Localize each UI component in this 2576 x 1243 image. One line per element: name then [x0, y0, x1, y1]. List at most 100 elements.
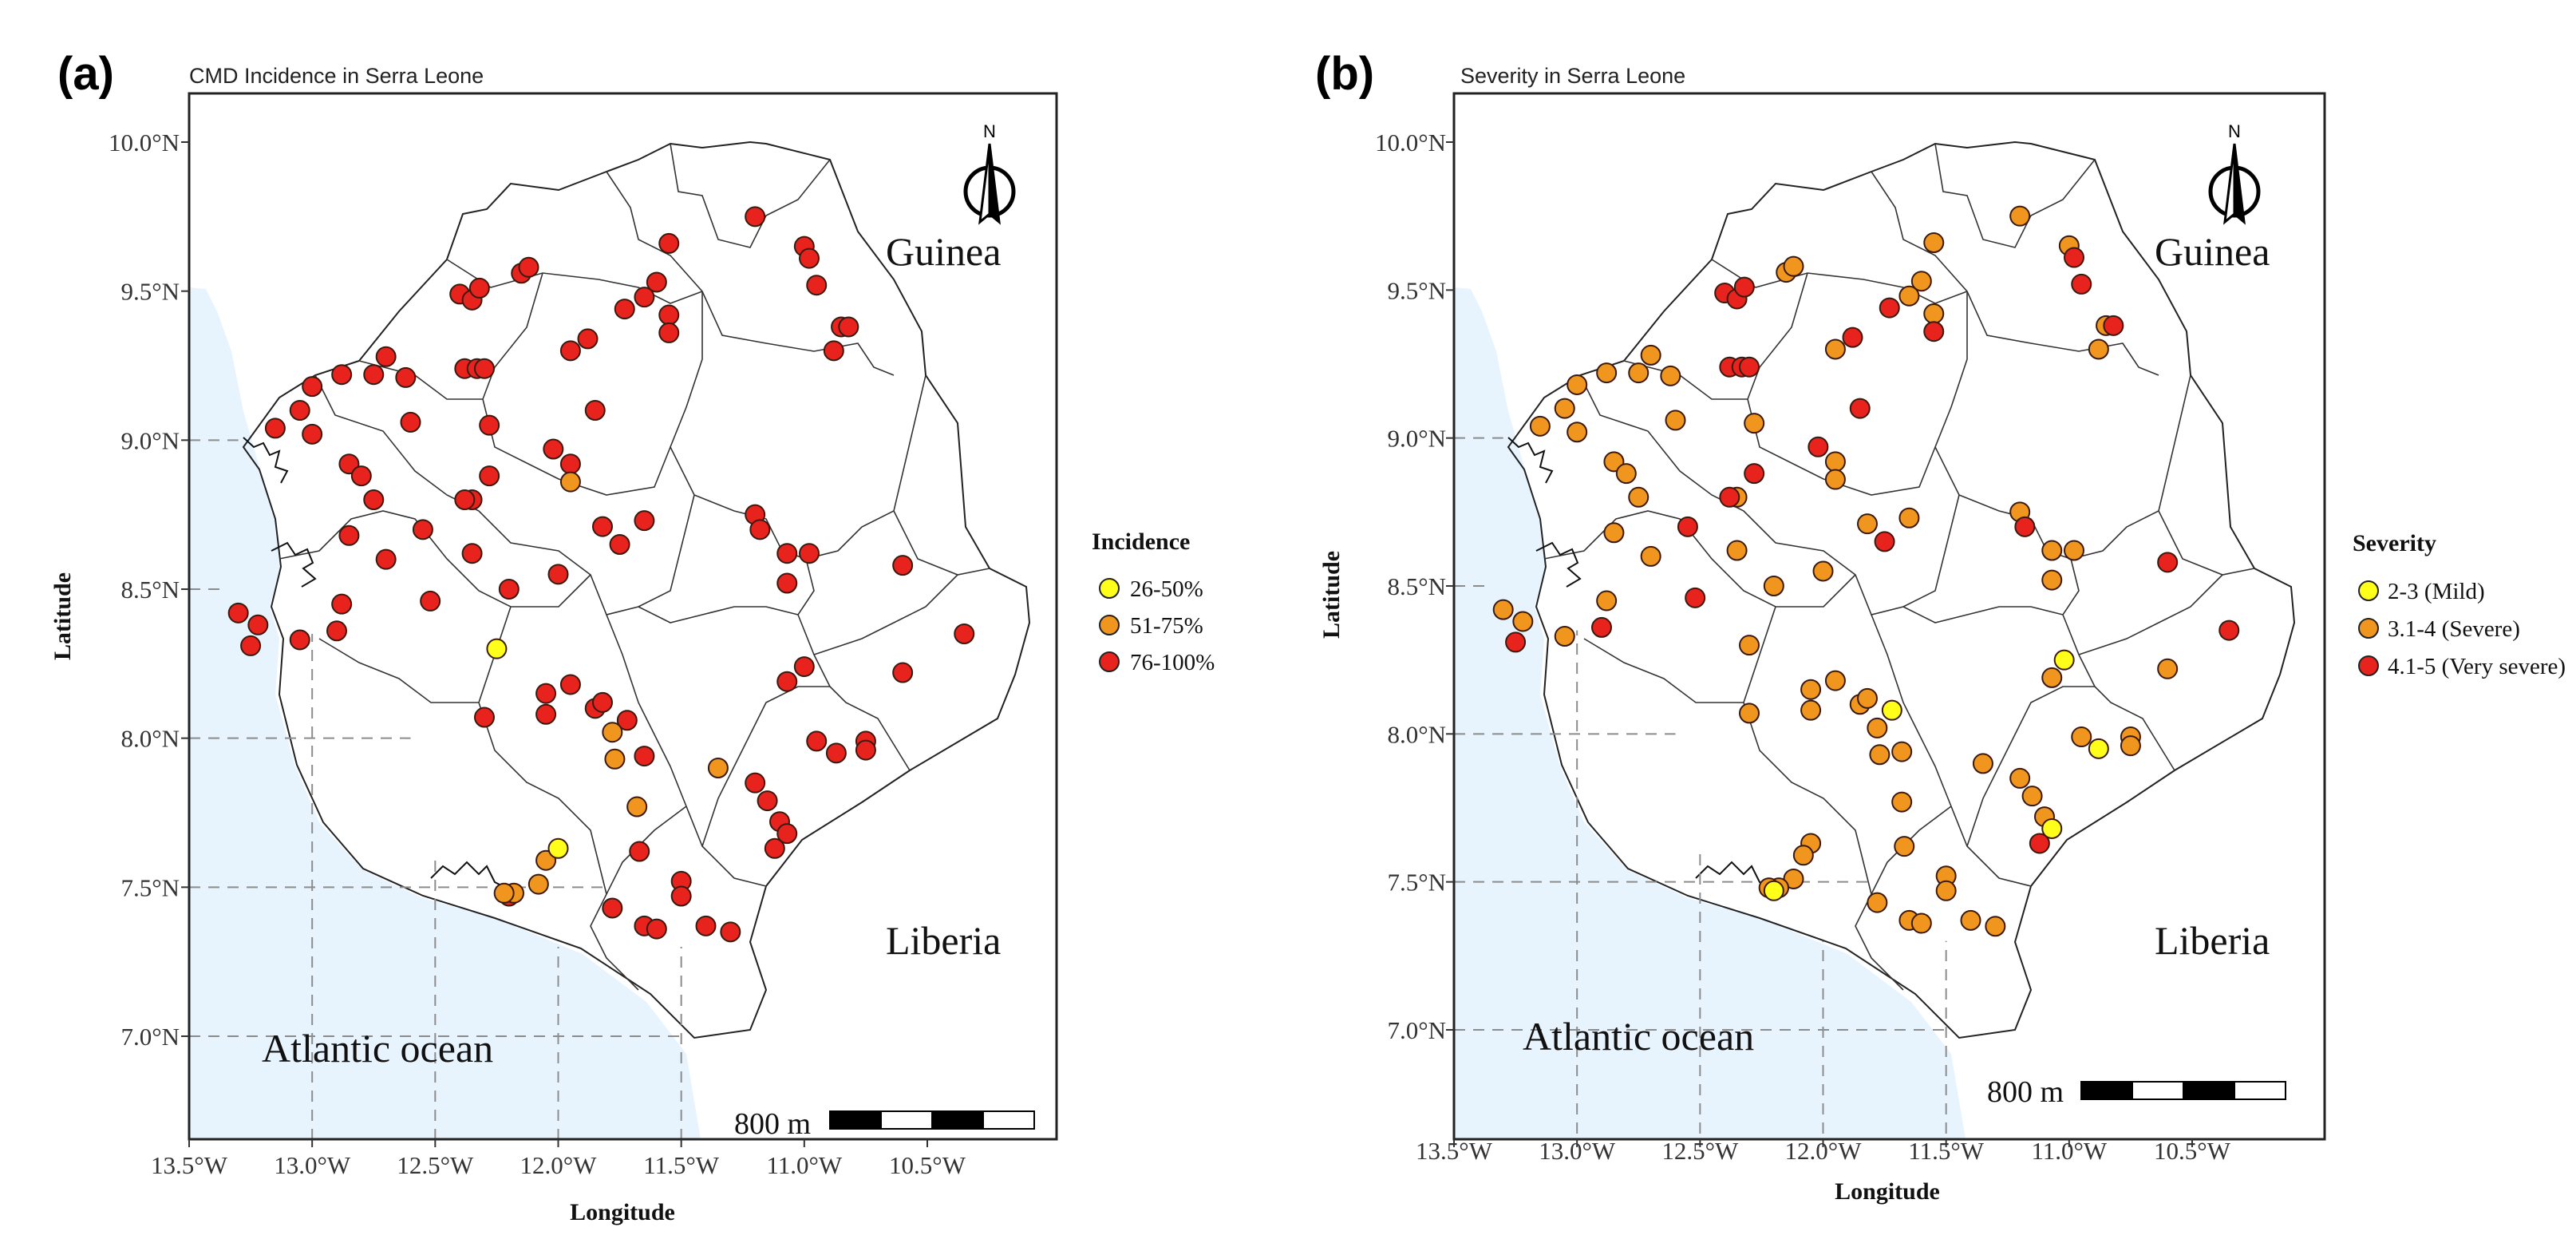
y-tick-label: 7.5°N [1387, 869, 1446, 897]
survey-point [1935, 880, 1957, 901]
survey-point [1812, 560, 1834, 582]
survey-point [1733, 276, 1755, 298]
survey-point [331, 364, 353, 386]
panel-a-map-area: Guinea Liberia Atlantic ocean [189, 93, 1057, 1139]
survey-point [547, 564, 569, 585]
x-tick-label: 11.5°W [643, 1151, 719, 1179]
x-tick-label: 12.0°W [1785, 1137, 1863, 1165]
survey-point [2064, 247, 2084, 268]
survey-point [559, 674, 581, 695]
survey-point [592, 691, 613, 713]
survey-point [1792, 845, 1814, 866]
survey-point [326, 620, 347, 642]
survey-point [855, 739, 876, 761]
survey-point [2041, 667, 2063, 688]
survey-point [1972, 753, 1993, 774]
survey-point [527, 873, 549, 895]
survey-point [892, 555, 914, 576]
survey-point [1567, 422, 1588, 443]
survey-point [1596, 590, 1618, 612]
survey-point [1744, 413, 1765, 434]
survey-point [2071, 273, 2092, 295]
panel-b-label-guinea: Guinea [2155, 229, 2270, 274]
survey-point [670, 885, 692, 907]
survey-point [2157, 552, 2179, 573]
panel-b-label-ocean: Atlantic ocean [1523, 1014, 1754, 1059]
survey-point [825, 742, 847, 764]
survey-point [454, 489, 476, 510]
panel-b-coastline-detail [1507, 437, 1776, 891]
survey-point [1660, 365, 1681, 386]
survey-point [1800, 699, 1822, 721]
panel-b-legend-label: 2-3 (Mild) [2388, 579, 2485, 604]
panel-a-legend: Incidence 26-50% 51-75% 76-100% [1092, 528, 1215, 675]
survey-point [1739, 356, 1760, 378]
panel-b-map-area: Guinea Liberia Atlantic ocean [1454, 93, 2325, 1139]
survey-point [1894, 836, 1915, 857]
y-tick-label: 7.5°N [121, 873, 180, 901]
panel-a-legend-entry: 76-100% [1099, 650, 1215, 675]
x-tick-label: 13.5°W [151, 1151, 228, 1179]
x-tick-label: 12.5°W [1661, 1137, 1739, 1165]
survey-point [720, 921, 741, 943]
survey-point [646, 271, 667, 293]
survey-point [1898, 507, 1920, 528]
survey-point [793, 656, 815, 678]
y-tick-label: 8.5°N [121, 576, 180, 604]
survey-point [1923, 303, 1945, 324]
survey-point [1665, 410, 1686, 431]
survey-point [614, 299, 635, 320]
survey-point [1857, 687, 1878, 709]
survey-point [331, 593, 353, 615]
survey-point [559, 340, 581, 362]
survey-point [1867, 892, 1888, 913]
survey-point [799, 247, 820, 269]
panel-a-label-guinea: Guinea [886, 229, 1001, 274]
survey-point [776, 671, 798, 692]
survey-point [1898, 285, 1920, 307]
panel-a-x-axis-title: Longitude [570, 1199, 675, 1225]
survey-point [498, 579, 520, 600]
survey-point [892, 662, 914, 683]
survey-point [1874, 531, 1895, 552]
survey-point [1869, 744, 1891, 766]
survey-point [479, 465, 500, 487]
survey-point [375, 346, 397, 367]
survey-point [1891, 791, 1913, 813]
x-tick-label: 13.0°W [274, 1151, 351, 1179]
survey-point [602, 897, 623, 919]
survey-point [629, 841, 650, 862]
x-tick-label: 11.0°W [2031, 1137, 2107, 1165]
survey-point [289, 400, 310, 421]
panel-b-legend-label: 4.1-5 (Very severe) [2388, 654, 2566, 679]
survey-point [227, 602, 249, 623]
survey-point [1891, 741, 1913, 762]
panel-b-legend-title: Severity [2353, 530, 2436, 556]
survey-point [2041, 540, 2063, 561]
survey-point [1685, 587, 1706, 608]
panel-a-country-outline [242, 141, 1031, 1039]
survey-point [1923, 232, 1945, 254]
panel-a-incidence-map: (a) CMD Incidence in Serra Leone [49, 48, 1215, 1225]
survey-point [634, 510, 655, 532]
survey-point [1879, 297, 1900, 319]
panel-a-scale-bar: 800 m [734, 1107, 1035, 1141]
survey-point [658, 232, 680, 254]
survey-point [1512, 611, 1534, 632]
panel-a-legend-label: 51-75% [1130, 613, 1203, 639]
survey-point [559, 471, 581, 493]
panel-b-north-label: N [2228, 121, 2241, 141]
survey-point [1763, 576, 1784, 596]
survey-point [1591, 616, 1612, 638]
survey-point [474, 358, 495, 379]
survey-point [547, 837, 569, 859]
survey-point [1985, 916, 2006, 937]
survey-point [609, 534, 630, 555]
y-tick-label: 10.0°N [1375, 129, 1446, 156]
survey-point [1554, 626, 1575, 647]
survey-point [1881, 699, 1902, 721]
survey-point [838, 316, 859, 338]
survey-point [1910, 271, 1932, 292]
survey-point [240, 635, 262, 656]
survey-point [1615, 463, 1637, 485]
